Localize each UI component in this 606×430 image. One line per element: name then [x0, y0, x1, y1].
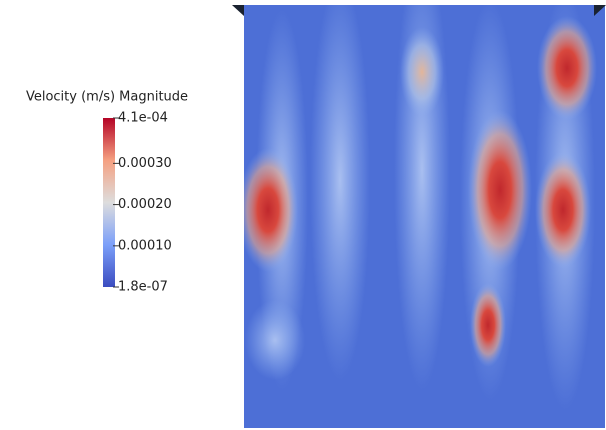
colorbar — [103, 118, 115, 287]
tick-label: 0.00020 — [118, 197, 172, 212]
tick-label: 0.00010 — [118, 238, 172, 253]
corner — [232, 5, 244, 16]
corner — [594, 5, 606, 16]
tick-label: 4.1e-04 — [118, 111, 168, 126]
colorbar-title: Velocity (m/s) Magnitude — [26, 90, 188, 105]
tick-label: 0.00030 — [118, 156, 172, 171]
velocity-field — [244, 5, 605, 428]
tick-label: 1.8e-07 — [118, 280, 168, 295]
